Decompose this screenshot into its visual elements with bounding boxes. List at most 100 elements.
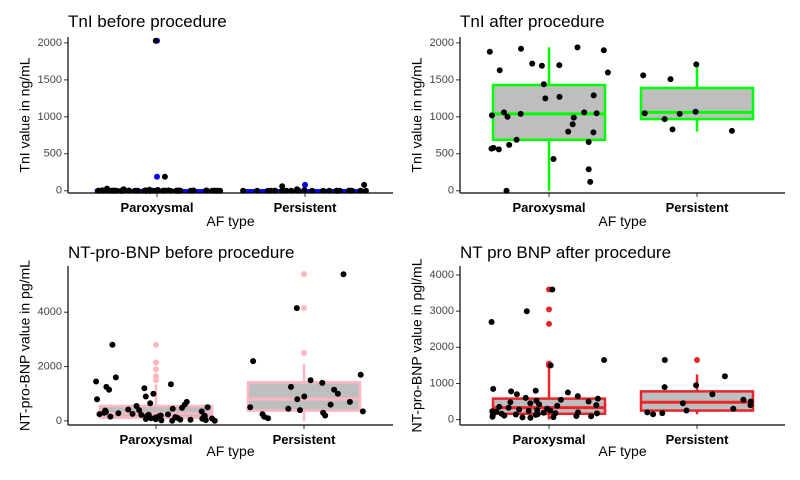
data-point <box>587 178 594 185</box>
data-point <box>301 187 308 193</box>
data-point <box>357 371 364 378</box>
data-point <box>125 406 132 413</box>
data-point <box>593 402 600 409</box>
data-point <box>693 382 700 389</box>
data-point <box>518 45 524 52</box>
y-axis-label: NT-pro-BNP value in pgl/mL <box>409 258 425 432</box>
panel-title: TnI after procedure <box>460 12 605 31</box>
data-point <box>600 47 607 54</box>
data-point <box>150 390 157 397</box>
data-point <box>507 399 514 406</box>
x-tick-label: Paroxysmal <box>120 432 193 447</box>
data-point <box>167 381 174 388</box>
data-point <box>488 319 495 325</box>
data-point <box>604 69 611 76</box>
data-point <box>574 44 581 51</box>
data-point <box>125 187 132 194</box>
data-point <box>488 112 495 119</box>
data-point <box>593 110 600 117</box>
data-point <box>100 187 107 194</box>
data-point <box>661 357 668 363</box>
data-point <box>134 187 141 194</box>
data-point <box>550 156 557 162</box>
data-point <box>309 187 316 194</box>
data-point <box>301 393 308 400</box>
y-tick-label: 500 <box>436 148 454 160</box>
panel-2: TnI after procedure TnI value in ng/mL AF … <box>409 12 785 229</box>
data-point <box>641 110 648 117</box>
data-point <box>361 181 368 188</box>
data-point <box>334 390 341 397</box>
outlier-point <box>153 341 159 348</box>
data-point <box>294 396 301 403</box>
y-tick-label: 1000 <box>430 111 454 123</box>
data-point <box>728 127 735 134</box>
box-iqr <box>246 381 362 412</box>
x-axis-label: AF type <box>206 443 254 459</box>
data-point <box>173 187 180 194</box>
data-point <box>747 402 754 409</box>
data-point <box>179 404 185 411</box>
y-tick-label: 4000 <box>38 306 62 318</box>
data-point <box>217 187 224 194</box>
y-tick-label: 2000 <box>38 37 62 49</box>
data-point <box>659 410 666 417</box>
data-point <box>283 187 290 194</box>
data-point <box>532 411 539 418</box>
y-tick-label: 0 <box>56 415 62 427</box>
data-point <box>250 358 257 365</box>
data-point <box>204 404 211 411</box>
data-point <box>529 60 536 67</box>
data-point <box>570 114 577 121</box>
data-point <box>106 386 113 393</box>
data-point <box>590 92 597 99</box>
data-point <box>661 384 668 391</box>
x-tick-label: Persistent <box>274 200 338 215</box>
data-point <box>288 383 294 390</box>
data-point <box>265 187 271 194</box>
data-point <box>165 411 171 418</box>
outlier-point <box>546 320 552 327</box>
data-point <box>177 416 184 423</box>
data-point <box>142 187 149 194</box>
data-point <box>96 411 103 418</box>
data-point <box>161 173 168 180</box>
data-point <box>118 187 125 194</box>
data-point <box>501 412 508 419</box>
data-point <box>594 410 600 417</box>
data-point <box>669 126 676 133</box>
data-point <box>327 401 334 408</box>
panel-3: NT-pro-BNP before procedure NT-pro-BNP va… <box>17 243 393 459</box>
data-point <box>177 187 184 194</box>
data-point <box>320 187 327 194</box>
data-point <box>147 400 154 407</box>
data-point <box>556 62 563 69</box>
y-axis-label: NT-pro-BNP value in pg/mL <box>17 260 33 431</box>
data-point <box>106 187 113 194</box>
data-point <box>169 405 176 412</box>
data-point <box>490 385 497 392</box>
y-tick-label: 4000 <box>430 269 454 281</box>
data-point <box>346 398 353 405</box>
data-point <box>138 411 145 418</box>
data-point <box>326 187 333 194</box>
data-point <box>141 385 148 392</box>
y-tick-label: 2000 <box>430 37 454 49</box>
data-point <box>569 121 576 128</box>
y-tick-label: 3000 <box>430 305 454 317</box>
data-point <box>95 187 102 194</box>
data-point <box>501 109 507 116</box>
data-point <box>505 404 512 411</box>
data-point <box>348 187 355 194</box>
data-point <box>340 271 347 278</box>
data-point <box>272 187 279 194</box>
data-point <box>293 305 300 312</box>
data-point <box>709 391 716 398</box>
data-point <box>297 407 303 414</box>
data-point <box>516 406 523 413</box>
data-point <box>496 403 503 410</box>
data-point <box>585 398 592 405</box>
data-point <box>523 308 530 315</box>
data-point <box>594 395 601 402</box>
data-point <box>532 387 539 394</box>
